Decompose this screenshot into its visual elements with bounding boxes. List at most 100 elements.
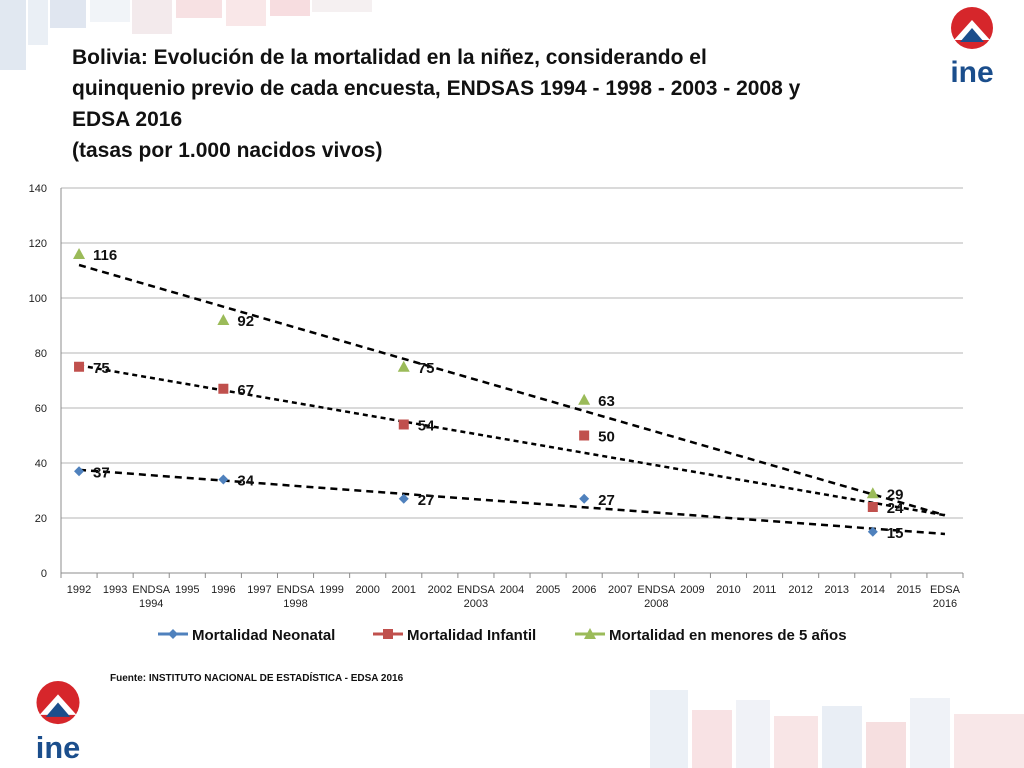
x-tick-label-line: 1993 <box>103 584 127 596</box>
x-tick-label-line: 2012 <box>788 584 812 596</box>
x-tick-label-line: 1997 <box>247 584 271 596</box>
x-tick-label-line: 2014 <box>861 584 885 596</box>
legend-marker <box>383 629 393 639</box>
title-line-3: EDSA 2016 <box>72 108 183 131</box>
y-tick-label: 80 <box>35 348 47 360</box>
x-tick-label-line: 2011 <box>753 584 777 596</box>
data-label: 75 <box>93 360 110 377</box>
x-tick-label: 2006 <box>572 584 596 596</box>
x-tick-label: ENDSA 1994 <box>132 584 171 610</box>
data-label: 27 <box>598 492 615 509</box>
y-tick-label: 20 <box>35 513 47 525</box>
x-tick-label-line: ENDSA <box>637 584 676 596</box>
legend-label: Mortalidad Neonatal <box>192 627 335 644</box>
data-label: 37 <box>93 464 110 481</box>
x-tick-label: 2002 <box>428 584 452 596</box>
y-tick-label: 120 <box>29 238 47 250</box>
logo-text: ine <box>950 56 993 86</box>
x-tick-label-line: 2000 <box>355 584 379 596</box>
data-label: 92 <box>237 313 254 330</box>
x-tick-label: 2004 <box>500 584 524 596</box>
data-point <box>74 466 85 477</box>
title-line-4: (tasas por 1.000 nacidos vivos) <box>72 139 383 162</box>
y-tick-label: 100 <box>29 293 47 305</box>
ine-logo-icon: ine <box>36 681 80 762</box>
page-title: Bolivia: Evolución de la mortalidad en l… <box>72 42 872 166</box>
y-tick-label: 60 <box>35 403 47 415</box>
data-point <box>578 393 591 405</box>
legend-marker <box>584 628 596 639</box>
x-tick-label: EDSA 2016 <box>930 584 961 610</box>
x-tick-label-line: 2016 <box>933 598 957 610</box>
data-point <box>74 361 85 372</box>
x-tick-label: 1993 <box>103 584 127 596</box>
legend-label: Mortalidad en menores de 5 años <box>609 627 847 644</box>
data-point <box>866 487 879 499</box>
x-tick-label-line: 2003 <box>464 598 488 610</box>
x-tick-label-line: ENDSA <box>277 584 316 596</box>
x-tick-label-line: 2007 <box>608 584 632 596</box>
data-point <box>218 383 229 394</box>
x-tick-label-line: 1998 <box>283 598 307 610</box>
mortality-line-chart: 0 20 40 60 80 100 120 140 1992 1993 ENDSA 1994 1995 1… <box>29 183 964 644</box>
title-line-1: Bolivia: Evolución de la mortalidad en l… <box>72 46 707 69</box>
x-tick-label: ENDSA 1998 <box>277 584 316 610</box>
source-note: Fuente: INSTITUTO NACIONAL DE ESTADÍSTIC… <box>110 673 404 684</box>
x-tick-label: 2005 <box>536 584 560 596</box>
x-tick-label: 1995 <box>175 584 199 596</box>
data-label: 27 <box>418 492 435 509</box>
x-tick-label-line: 2005 <box>536 584 560 596</box>
x-tick-label: 2010 <box>716 584 740 596</box>
y-tick-label: 140 <box>29 183 47 195</box>
data-label: 116 <box>93 247 117 264</box>
data-label: 63 <box>598 393 615 410</box>
data-point <box>218 474 229 485</box>
data-label: 24 <box>887 500 904 517</box>
x-tick-label-line: 2004 <box>500 584 524 596</box>
data-label: 15 <box>887 525 904 542</box>
data-label: 54 <box>418 418 435 435</box>
x-tick-label-line: 2009 <box>680 584 704 596</box>
x-tick-label-line: 1994 <box>139 598 163 610</box>
x-tick-label: 1992 <box>67 584 91 596</box>
trend-line <box>78 468 946 536</box>
x-tick-label-line: 2001 <box>392 584 416 596</box>
x-tick-label-line: 2008 <box>644 598 668 610</box>
data-point <box>579 493 590 504</box>
x-tick-label-line: 1996 <box>211 584 235 596</box>
x-tick-label-line: 2013 <box>824 584 848 596</box>
data-label: 34 <box>237 473 254 490</box>
data-point <box>73 248 86 259</box>
x-tick-label: 2012 <box>788 584 812 596</box>
x-tick-label-line: 1999 <box>319 584 343 596</box>
x-tick-label: ENDSA 2008 <box>637 584 676 610</box>
x-tick-label: 2001 <box>392 584 416 596</box>
data-point <box>398 419 409 430</box>
trend-line <box>78 364 946 517</box>
legend-label: Mortalidad Infantil <box>407 627 536 644</box>
x-tick-label-line: ENDSA <box>457 584 496 596</box>
x-tick-label-line: 1995 <box>175 584 199 596</box>
data-label: 50 <box>598 429 615 446</box>
x-tick-label-line: 2006 <box>572 584 596 596</box>
data-point <box>579 430 590 441</box>
trend-line <box>78 263 946 517</box>
legend-marker <box>168 629 178 639</box>
x-tick-label-line: 2002 <box>428 584 452 596</box>
x-tick-label: 2007 <box>608 584 632 596</box>
x-tick-label: 2011 <box>753 584 777 596</box>
data-point <box>397 360 410 372</box>
x-tick-label-line: 2010 <box>716 584 740 596</box>
x-tick-label: 1997 <box>247 584 271 596</box>
data-point <box>398 493 409 504</box>
x-tick-label: 1996 <box>211 584 235 596</box>
ine-logo-icon: ine <box>950 7 994 86</box>
x-tick-label: 2009 <box>680 584 704 596</box>
data-point <box>867 502 878 512</box>
y-tick-label: 40 <box>35 458 47 470</box>
x-tick-label: ENDSA 2003 <box>457 584 496 610</box>
x-tick-label-line: ENDSA <box>132 584 171 596</box>
x-tick-label: 1999 <box>319 584 343 596</box>
x-tick-label: 2014 <box>861 584 885 596</box>
